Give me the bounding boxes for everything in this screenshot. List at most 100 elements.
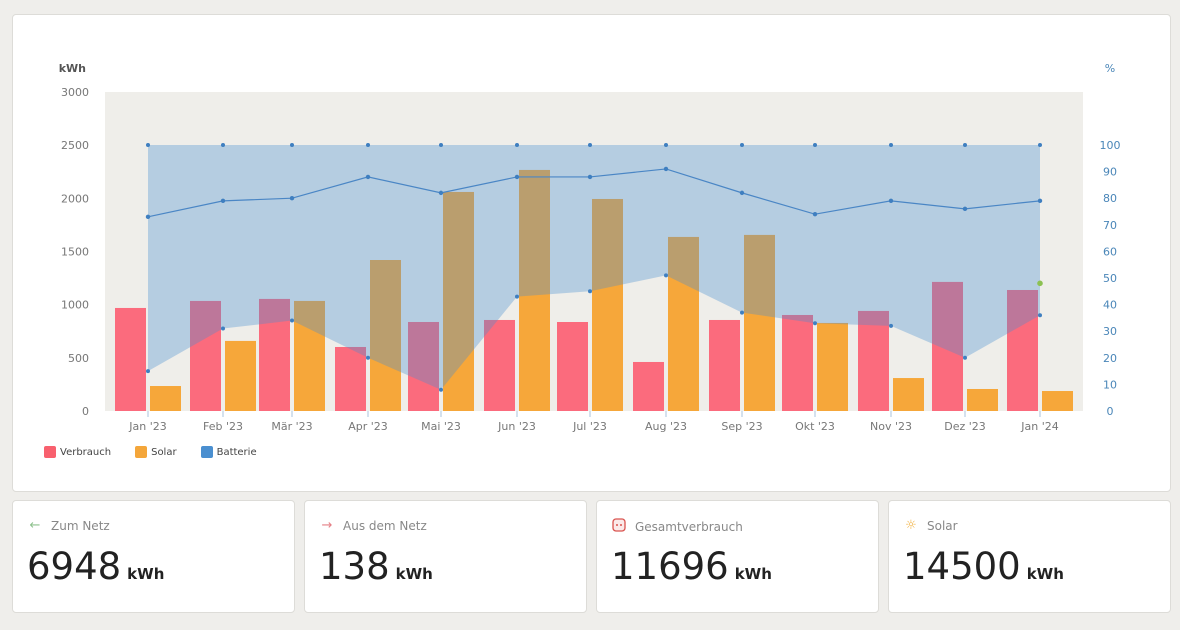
bar-verbrauch: [782, 314, 813, 411]
x-tick-label: Jul '23: [572, 420, 607, 433]
battery-max-point: [290, 143, 294, 147]
stat-card-zum-netz: ← Zum Netz 6948 kWh: [12, 500, 295, 613]
bar-verbrauch: [709, 319, 740, 411]
bar-solar: [150, 386, 181, 411]
battery-avg-point: [739, 190, 745, 196]
battery-min-point: [664, 273, 668, 278]
x-tick-label: Jan '23: [128, 420, 166, 433]
stat-label: Gesamtverbrauch: [635, 520, 743, 534]
y2-tick-label: 80: [1103, 192, 1117, 205]
bar-solar: [443, 191, 474, 411]
battery-avg-point: [587, 174, 593, 180]
battery-min-point: [439, 387, 443, 392]
chart-legend: Verbrauch Solar Batterie: [44, 446, 281, 458]
y2-tick-label: 70: [1103, 219, 1117, 232]
battery-min-point: [1038, 313, 1042, 318]
bar-solar: [370, 260, 401, 411]
bar-solar: [893, 378, 924, 411]
legend-label: Solar: [151, 446, 177, 458]
battery-max-point: [963, 143, 967, 147]
legend-label: Batterie: [216, 446, 257, 458]
stat-unit: kWh: [1026, 565, 1064, 583]
battery-avg-point: [220, 198, 226, 204]
legend-solar[interactable]: Solar: [135, 446, 177, 458]
y2-tick-label: 40: [1103, 299, 1117, 312]
x-tick-label: Nov '23: [870, 420, 912, 433]
y-tick-label: 2000: [61, 192, 89, 205]
bar-solar: [225, 340, 256, 411]
y2-tick-label: 20: [1103, 352, 1117, 365]
battery-max-point: [664, 143, 668, 147]
battery-max-point: [146, 143, 150, 147]
battery-min-point: [889, 323, 893, 328]
y-tick-label: 0: [82, 405, 89, 418]
bar-verbrauch: [335, 346, 366, 411]
y2-tick-label: 50: [1103, 272, 1117, 285]
left-axis-label: kWh: [59, 62, 86, 75]
battery-avg-point: [514, 174, 520, 180]
x-tick-label: Mai '23: [421, 420, 461, 433]
legend-verbrauch[interactable]: Verbrauch: [44, 446, 111, 458]
battery-max-point: [813, 143, 817, 147]
y2-tick-label: 60: [1103, 245, 1117, 258]
stat-card-aus-dem-netz: → Aus dem Netz 138 kWh: [304, 500, 587, 613]
y-tick-label: 1500: [61, 246, 89, 259]
battery-min-point: [588, 289, 592, 294]
battery-min-point: [813, 321, 817, 326]
battery-min-point: [515, 294, 519, 299]
bar-verbrauch: [858, 310, 889, 411]
bar-solar: [967, 388, 998, 411]
x-tick-label: Apr '23: [348, 420, 388, 433]
bar-solar: [519, 169, 550, 411]
stat-value: 138: [319, 545, 390, 588]
battery-min-point: [146, 369, 150, 374]
bar-solar: [1042, 391, 1073, 411]
y2-tick-label: 100: [1100, 139, 1121, 152]
battery-min-point: [740, 310, 744, 315]
right-axis-label: %: [1105, 62, 1115, 75]
stat-card-gesamtverbrauch: Gesamtverbrauch 11696 kWh: [596, 500, 879, 613]
stat-unit: kWh: [395, 565, 433, 583]
x-tick-label: Aug '23: [645, 420, 687, 433]
bar-verbrauch: [633, 361, 664, 411]
stat-unit: kWh: [734, 565, 772, 583]
arrow-right-icon: →: [321, 518, 333, 533]
battery-avg-point: [289, 196, 295, 201]
y-tick-label: 2500: [61, 139, 89, 152]
battery-max-point: [366, 143, 370, 147]
legend-swatch: [135, 446, 148, 458]
stat-value: 14500: [903, 545, 1021, 588]
battery-range-area: [148, 145, 1040, 390]
arrow-left-icon: ←: [29, 518, 41, 533]
battery-avg-point: [812, 211, 818, 217]
bar-solar: [817, 322, 848, 411]
bar-verbrauch: [932, 281, 963, 411]
battery-max-point: [588, 143, 592, 147]
bar-verbrauch: [557, 321, 588, 411]
y-tick-label: 1000: [61, 299, 89, 312]
bar-verbrauch: [115, 307, 146, 411]
y2-tick-label: 90: [1103, 166, 1117, 179]
stat-value: 11696: [611, 545, 729, 588]
bar-verbrauch: [190, 300, 221, 411]
legend-batterie[interactable]: Batterie: [200, 446, 257, 458]
y2-tick-label: 0: [1107, 405, 1114, 418]
legend-swatch: [44, 446, 56, 458]
battery-min-point: [963, 355, 967, 360]
battery-max-point: [221, 143, 225, 147]
bar-verbrauch: [259, 298, 290, 411]
battery-min-point: [366, 355, 370, 360]
battery-min-point: [221, 326, 225, 331]
bar-solar: [744, 234, 775, 411]
battery-max-point: [1038, 143, 1042, 147]
battery-avg-point: [1037, 198, 1043, 204]
y2-tick-label: 30: [1103, 325, 1117, 338]
battery-max-point: [740, 143, 744, 147]
bar-verbrauch: [408, 321, 439, 411]
battery-max-point: [889, 143, 893, 147]
bar-solar: [668, 236, 699, 411]
legend-swatch: [200, 446, 213, 458]
power-socket-icon: [611, 518, 627, 536]
y-tick-label: 500: [68, 352, 89, 365]
stat-label: Solar: [927, 518, 958, 533]
